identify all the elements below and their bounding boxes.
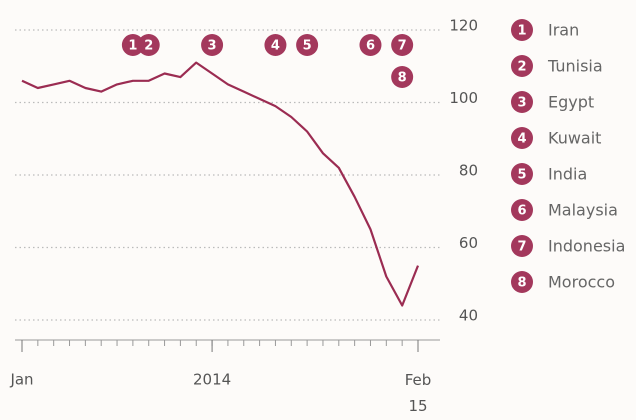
x-tick-label: Jan xyxy=(9,371,33,389)
legend-number: 8 xyxy=(517,276,526,291)
legend-label: Tunisia xyxy=(547,57,603,76)
event-marker-number: 2 xyxy=(144,39,153,54)
event-marker-number: 8 xyxy=(398,71,407,86)
event-marker-number: 6 xyxy=(366,39,375,54)
legend-number: 6 xyxy=(517,204,526,219)
legend-circle xyxy=(511,199,533,221)
legend-circle xyxy=(511,55,533,77)
y-tick-label: 60 xyxy=(459,234,478,252)
legend-label: Malaysia xyxy=(548,201,618,220)
legend-number: 1 xyxy=(517,24,526,39)
price-line xyxy=(21,61,420,307)
y-tick-label: 40 xyxy=(459,307,478,325)
event-marker: 7 xyxy=(391,34,414,56)
event-marker-circle xyxy=(391,66,414,88)
event-marker: 5 xyxy=(296,34,319,56)
event-marker-circle xyxy=(359,34,382,56)
legend-circle xyxy=(511,235,533,257)
event-marker-circle xyxy=(296,34,319,56)
legend-label: Indonesia xyxy=(548,237,625,256)
legend-label: India xyxy=(548,165,587,184)
legend-circle xyxy=(511,19,533,41)
event-marker-circle xyxy=(264,34,287,56)
event-marker: 4 xyxy=(264,34,287,56)
legend-label: Morocco xyxy=(548,273,615,292)
y-tick-label: 100 xyxy=(449,89,478,107)
event-marker: 6 xyxy=(359,34,382,56)
event-marker-circle xyxy=(121,34,144,56)
event-marker: 2 xyxy=(137,34,160,56)
legend-label: Iran xyxy=(548,21,579,40)
x-tick-label: 2014 xyxy=(193,371,231,389)
legend-circle xyxy=(511,163,533,185)
legend-number: 7 xyxy=(517,240,526,255)
y-tick-label: 120 xyxy=(449,17,478,35)
event-marker: 1 xyxy=(121,34,144,56)
event-marker-number: 3 xyxy=(208,39,217,54)
event-marker-number: 1 xyxy=(128,39,137,54)
event-marker-number: 4 xyxy=(271,39,280,54)
event-marker: 3 xyxy=(201,34,224,56)
legend-circle xyxy=(511,271,533,293)
x-tick-label: Feb 15 xyxy=(405,371,432,415)
event-marker-circle xyxy=(391,34,414,56)
event-marker: 8 xyxy=(391,66,414,88)
event-marker-circle xyxy=(201,34,224,56)
legend-circle xyxy=(511,127,533,149)
legend-number: 4 xyxy=(517,132,526,147)
event-marker-circle xyxy=(137,34,160,56)
legend-label: Kuwait xyxy=(548,129,601,148)
event-marker-number: 5 xyxy=(303,39,312,54)
legend-circle xyxy=(511,91,533,113)
event-marker-number: 7 xyxy=(398,39,407,54)
legend-label: Egypt xyxy=(548,93,594,112)
legend-number: 2 xyxy=(517,60,526,75)
legend-number: 5 xyxy=(517,168,526,183)
y-tick-label: 80 xyxy=(459,162,478,180)
legend-number: 3 xyxy=(517,96,526,111)
